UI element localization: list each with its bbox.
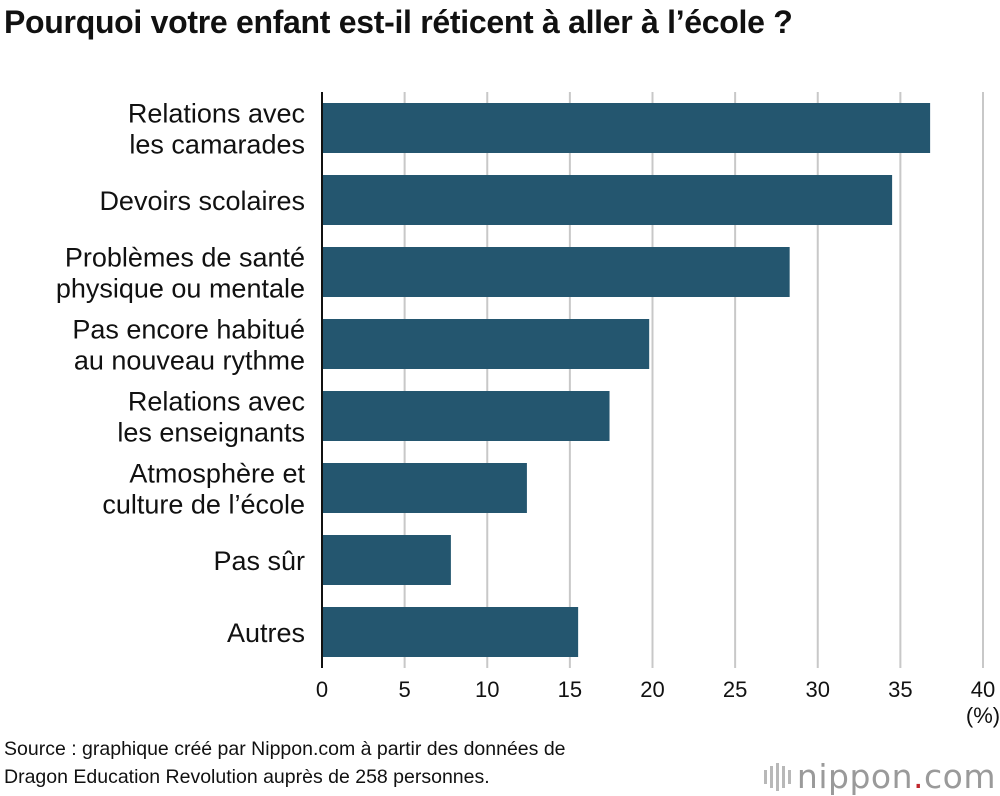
category-label: Pas sûr: [213, 546, 305, 576]
category-label: Autres: [227, 618, 305, 648]
source-line-1: Source : graphique créé par Nippon.com à…: [4, 738, 566, 760]
x-unit-label: (%): [966, 703, 1000, 728]
x-tick-label: 10: [475, 677, 499, 702]
x-tick-label: 25: [723, 677, 747, 702]
category-label: Devoirs scolaires: [99, 186, 305, 216]
category-label: Relations avec les camarades: [128, 99, 305, 160]
nippon-logo: nippon.com: [763, 757, 996, 796]
source-note: Source : graphique créé par Nippon.com à…: [4, 735, 566, 791]
x-tick-label: 40: [971, 677, 995, 702]
x-tick-label: 20: [640, 677, 664, 702]
category-label: Relations avec les enseignants: [117, 387, 305, 448]
category-label: Pas encore habitué au nouveau rythme: [72, 315, 305, 376]
bar: [322, 535, 451, 585]
category-label: Problèmes de santé physique ou mentale: [56, 243, 305, 304]
x-tick-label: 5: [399, 677, 411, 702]
chart-title: Pourquoi votre enfant est-il réticent à …: [4, 4, 793, 40]
x-tick-label: 35: [888, 677, 912, 702]
bar: [322, 607, 579, 657]
source-line-2: Dragon Education Revolution auprès de 25…: [4, 766, 490, 788]
brand-name: nippon.com: [796, 757, 996, 796]
bar-chart: 0 5 10 15 20 25 30 35 40(%) Relations avec les cam…: [56, 92, 1000, 728]
bar: [322, 391, 610, 441]
brand-mark-icon: [763, 762, 791, 791]
bar: [322, 175, 893, 225]
bar: [322, 463, 527, 513]
x-tick-label: 30: [806, 677, 830, 702]
bar: [322, 247, 790, 297]
x-tick-label: 15: [558, 677, 582, 702]
category-label: Atmosphère et culture de l’école: [102, 459, 305, 520]
x-tick-label: 0: [316, 677, 328, 702]
bar: [322, 319, 650, 369]
bar: [322, 103, 931, 153]
